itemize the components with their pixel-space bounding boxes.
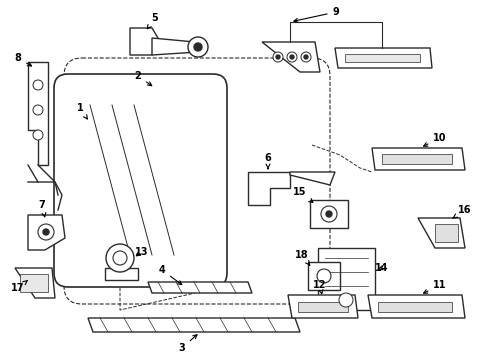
Circle shape xyxy=(33,130,43,140)
Circle shape xyxy=(106,244,134,272)
Polygon shape xyxy=(130,28,158,55)
Text: 2: 2 xyxy=(135,71,152,86)
Circle shape xyxy=(326,211,332,217)
Circle shape xyxy=(43,229,49,235)
Polygon shape xyxy=(105,268,138,280)
Polygon shape xyxy=(262,42,320,72)
Polygon shape xyxy=(435,224,458,242)
Circle shape xyxy=(317,269,331,283)
Text: 17: 17 xyxy=(11,280,27,293)
Polygon shape xyxy=(298,302,348,312)
Circle shape xyxy=(194,43,202,51)
Text: 12: 12 xyxy=(313,280,327,294)
Text: 13: 13 xyxy=(135,247,149,257)
Text: 5: 5 xyxy=(147,13,158,29)
Circle shape xyxy=(113,251,127,265)
Circle shape xyxy=(276,55,280,59)
Circle shape xyxy=(301,52,311,62)
Text: 16: 16 xyxy=(453,205,472,218)
Polygon shape xyxy=(88,318,300,332)
Polygon shape xyxy=(335,48,432,68)
Polygon shape xyxy=(378,302,452,312)
Text: 1: 1 xyxy=(76,103,87,119)
Text: 11: 11 xyxy=(423,280,447,293)
Polygon shape xyxy=(310,200,348,228)
Text: 9: 9 xyxy=(294,7,340,22)
Circle shape xyxy=(339,293,353,307)
Polygon shape xyxy=(28,62,48,165)
Text: 14: 14 xyxy=(375,263,389,273)
Polygon shape xyxy=(368,295,465,318)
Text: 7: 7 xyxy=(39,200,46,217)
Circle shape xyxy=(33,105,43,115)
Polygon shape xyxy=(382,154,452,164)
Polygon shape xyxy=(318,248,375,310)
Polygon shape xyxy=(28,215,65,250)
Circle shape xyxy=(287,52,297,62)
Polygon shape xyxy=(288,295,358,318)
Polygon shape xyxy=(15,268,55,298)
Polygon shape xyxy=(372,148,465,170)
Circle shape xyxy=(290,55,294,59)
Polygon shape xyxy=(418,218,465,248)
Polygon shape xyxy=(152,38,198,55)
Polygon shape xyxy=(20,274,48,292)
Polygon shape xyxy=(308,262,340,290)
Text: 15: 15 xyxy=(293,187,313,202)
Text: 4: 4 xyxy=(159,265,182,285)
Circle shape xyxy=(38,224,54,240)
Text: 6: 6 xyxy=(265,153,271,168)
Text: 18: 18 xyxy=(295,250,310,265)
Polygon shape xyxy=(290,172,335,185)
Circle shape xyxy=(273,52,283,62)
FancyBboxPatch shape xyxy=(54,74,227,287)
Circle shape xyxy=(188,37,208,57)
Text: 3: 3 xyxy=(179,335,197,353)
Text: 8: 8 xyxy=(15,53,31,66)
Circle shape xyxy=(304,55,308,59)
Polygon shape xyxy=(248,172,290,205)
Text: 10: 10 xyxy=(423,133,447,146)
Polygon shape xyxy=(148,282,252,293)
Circle shape xyxy=(321,206,337,222)
Circle shape xyxy=(33,80,43,90)
Polygon shape xyxy=(345,54,420,62)
